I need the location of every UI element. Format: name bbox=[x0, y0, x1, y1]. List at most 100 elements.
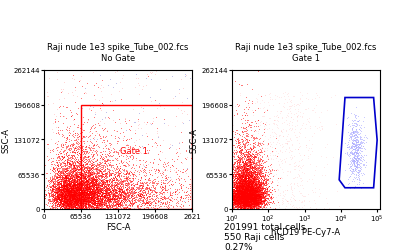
Point bbox=[76, 193, 82, 197]
Point bbox=[171, 197, 178, 201]
Point bbox=[135, 199, 141, 203]
Point bbox=[248, 170, 254, 174]
Point bbox=[157, 190, 164, 194]
Point bbox=[247, 197, 254, 201]
Point bbox=[158, 174, 164, 178]
Point bbox=[61, 175, 68, 179]
Point bbox=[115, 173, 121, 177]
Point bbox=[229, 174, 235, 178]
Point bbox=[234, 159, 240, 163]
Point bbox=[79, 172, 85, 176]
Point bbox=[241, 199, 247, 203]
Point bbox=[68, 180, 75, 184]
Point bbox=[229, 165, 235, 169]
Point bbox=[244, 207, 251, 211]
Point bbox=[88, 199, 94, 203]
Point bbox=[229, 193, 235, 197]
Point bbox=[250, 195, 257, 199]
Point bbox=[66, 185, 72, 190]
Point bbox=[289, 203, 296, 207]
Point bbox=[243, 179, 249, 183]
Point bbox=[80, 187, 87, 191]
Point bbox=[82, 145, 88, 149]
Point bbox=[71, 195, 78, 199]
Point bbox=[92, 198, 98, 202]
Point bbox=[354, 155, 360, 160]
Point bbox=[229, 201, 235, 205]
Point bbox=[74, 199, 81, 203]
Point bbox=[239, 199, 246, 203]
Point bbox=[64, 183, 70, 187]
Point bbox=[65, 202, 72, 206]
Point bbox=[72, 191, 78, 195]
Point bbox=[67, 174, 74, 178]
Point bbox=[60, 177, 66, 181]
Point bbox=[245, 107, 251, 111]
Point bbox=[91, 178, 98, 182]
Point bbox=[251, 177, 257, 181]
Point bbox=[81, 181, 88, 185]
Point bbox=[257, 162, 263, 166]
Point bbox=[61, 200, 68, 204]
Point bbox=[77, 201, 84, 205]
Point bbox=[94, 183, 101, 187]
Point bbox=[86, 191, 93, 195]
Point bbox=[113, 201, 119, 205]
Point bbox=[103, 176, 110, 180]
Point bbox=[263, 191, 270, 195]
Point bbox=[74, 207, 80, 211]
Point bbox=[78, 179, 85, 183]
Point bbox=[76, 192, 82, 196]
Point bbox=[119, 200, 126, 204]
Point bbox=[85, 179, 91, 183]
Point bbox=[62, 207, 68, 211]
Point bbox=[48, 194, 55, 198]
Point bbox=[246, 185, 252, 189]
Point bbox=[250, 181, 256, 185]
Point bbox=[238, 194, 244, 198]
Point bbox=[354, 135, 360, 139]
Point bbox=[103, 195, 110, 199]
Point bbox=[84, 184, 90, 188]
Point bbox=[244, 204, 250, 208]
Point bbox=[66, 198, 73, 202]
Point bbox=[229, 197, 235, 201]
Point bbox=[250, 204, 256, 208]
Point bbox=[257, 186, 264, 191]
Point bbox=[246, 193, 252, 197]
Point bbox=[238, 131, 245, 135]
Point bbox=[252, 195, 258, 199]
Point bbox=[233, 199, 240, 203]
Point bbox=[268, 142, 274, 146]
Point bbox=[74, 207, 81, 211]
Point bbox=[249, 193, 256, 197]
Point bbox=[51, 171, 58, 175]
Point bbox=[240, 207, 247, 211]
Point bbox=[235, 199, 242, 203]
Point bbox=[69, 198, 75, 202]
Point bbox=[56, 192, 62, 196]
Point bbox=[240, 187, 247, 191]
Point bbox=[59, 187, 65, 192]
Point bbox=[241, 203, 247, 207]
Point bbox=[262, 191, 268, 195]
Point bbox=[349, 132, 356, 136]
Point bbox=[80, 192, 87, 196]
Point bbox=[56, 196, 62, 200]
Point bbox=[237, 186, 243, 191]
Point bbox=[66, 194, 73, 198]
Point bbox=[238, 197, 245, 201]
Point bbox=[111, 193, 118, 197]
Point bbox=[59, 184, 65, 188]
Point bbox=[261, 181, 268, 185]
Point bbox=[265, 201, 272, 205]
Point bbox=[163, 201, 170, 205]
Point bbox=[238, 177, 244, 181]
Point bbox=[75, 193, 82, 197]
Point bbox=[64, 198, 70, 202]
Point bbox=[54, 156, 61, 161]
Point bbox=[88, 193, 94, 197]
Point bbox=[294, 114, 301, 118]
Point bbox=[251, 197, 258, 201]
Point bbox=[109, 201, 115, 205]
